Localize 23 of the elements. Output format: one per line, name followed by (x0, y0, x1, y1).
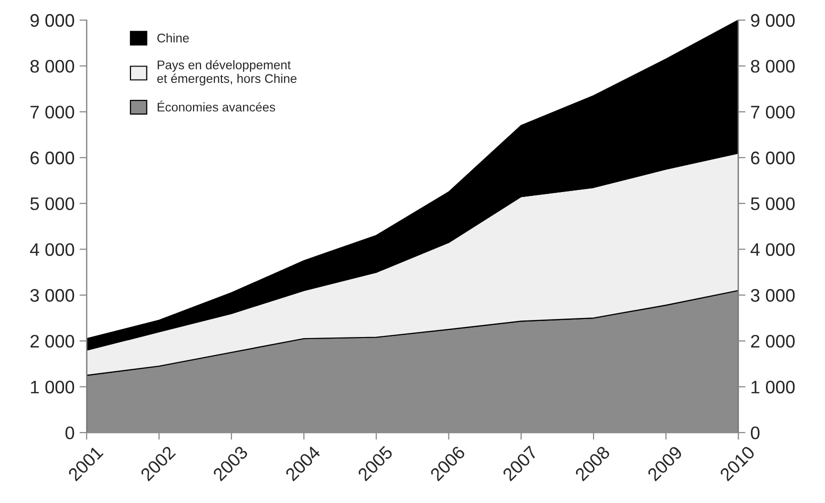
legend-label: Chine (157, 33, 189, 42)
y2-tick-label: 9 000 (751, 14, 795, 27)
y-tick-label: 3 000 (30, 289, 74, 302)
y2-tick-label: 1 000 (752, 380, 795, 394)
y2-tick-label: 7 000 (751, 106, 795, 118)
legend-label: Économies avancées (158, 100, 276, 112)
y2-tick-label: 2 000 (751, 334, 795, 348)
legend-label: Pays en développement et émergents, hors Chine (157, 60, 297, 86)
y-tick-label: 7 000 (30, 106, 74, 118)
y2-tick-label: 5 000 (750, 197, 795, 210)
y-tick-label: 1 000 (31, 380, 74, 394)
y2-tick-label: 6 000 (751, 152, 795, 164)
y-tick-label: 2 000 (30, 334, 74, 348)
y2-tick-label: 3 000 (750, 289, 795, 302)
y2-tick-label: 8 000 (750, 60, 795, 73)
y-tick-label: 9 000 (30, 14, 74, 27)
y-tick-label: 6 000 (30, 152, 74, 164)
y2-tick-label: 4 000 (750, 243, 795, 256)
y-tick-label: 8 000 (30, 60, 74, 73)
y2-tick-label: 0 (750, 426, 760, 440)
y-tick-label: 4 000 (30, 243, 74, 256)
y-tick-label: 0 (65, 426, 74, 440)
y-tick-label: 5 000 (30, 197, 74, 210)
